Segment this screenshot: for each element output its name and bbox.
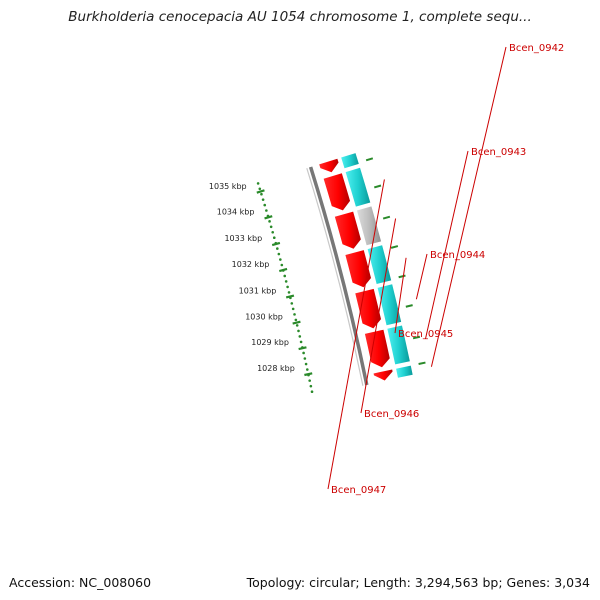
outer-tick bbox=[373, 184, 382, 189]
ruler-dot bbox=[260, 192, 263, 196]
gene-label[interactable]: Bcen_0945 bbox=[398, 329, 453, 340]
forward-gene-arrow[interactable] bbox=[373, 369, 393, 381]
ruler-ticks: 1028 kbp 1029 kbp 1030 kbp 1031 kbp 1032 kbp… bbox=[209, 157, 426, 377]
ruler-dot bbox=[268, 220, 271, 223]
ruler-tick-label: 1030 kbp bbox=[245, 313, 283, 322]
map-title: Burkholderia cenocepacia AU 1054 chromos… bbox=[68, 9, 532, 25]
feature-track bbox=[319, 153, 413, 381]
ruler-dot bbox=[277, 252, 281, 256]
ruler-tick-label: 1029 kbp bbox=[251, 338, 289, 347]
backbone-line bbox=[308, 166, 369, 386]
ruler-tick bbox=[279, 267, 288, 273]
reverse-gene-block[interactable] bbox=[396, 365, 413, 378]
gene-labels: Bcen_0942 Bcen_0943 Bcen_0944 Bcen_0945 Bcen… bbox=[327, 43, 564, 496]
ruler-dot bbox=[308, 379, 311, 382]
label-leader-line bbox=[394, 257, 407, 334]
ruler-dot bbox=[306, 368, 309, 371]
backbone-ring bbox=[306, 166, 369, 386]
outer-tick bbox=[382, 215, 391, 220]
forward-gene-arrow[interactable] bbox=[323, 173, 351, 211]
label-leader-line bbox=[327, 179, 385, 490]
outer-tick bbox=[398, 274, 406, 279]
ruler-tick bbox=[304, 372, 313, 377]
reverse-gene-block[interactable] bbox=[377, 284, 402, 326]
accession-label: Accession: bbox=[9, 575, 76, 590]
ruler-dot bbox=[297, 329, 300, 333]
ruler-dot bbox=[276, 247, 279, 250]
outer-tick bbox=[390, 245, 399, 249]
label-leader-line bbox=[415, 253, 428, 300]
ruler-dot bbox=[263, 203, 267, 207]
ruler-dot bbox=[279, 258, 282, 261]
ruler-dot bbox=[298, 335, 302, 338]
forward-gene-arrow[interactable] bbox=[319, 158, 339, 173]
gene-label[interactable]: Bcen_0947 bbox=[331, 485, 386, 496]
ruler-dot bbox=[261, 198, 265, 201]
ruler-dot bbox=[256, 182, 260, 185]
accession-text: Accession: NC_008060 bbox=[9, 575, 151, 590]
ruler-dot bbox=[283, 274, 287, 278]
ruler-dot bbox=[287, 291, 291, 294]
forward-gene-arrow[interactable] bbox=[355, 288, 382, 329]
reverse-gene-block[interactable] bbox=[387, 325, 410, 365]
ruler-dot bbox=[271, 230, 275, 234]
ruler-tick bbox=[298, 346, 307, 351]
gene-label[interactable]: Bcen_0944 bbox=[430, 250, 485, 261]
reverse-gene-block[interactable] bbox=[356, 206, 382, 246]
ruler-dot bbox=[265, 209, 268, 212]
reverse-gene-block[interactable] bbox=[341, 153, 359, 169]
ruler-dot bbox=[310, 390, 314, 394]
ruler-dot bbox=[286, 285, 289, 289]
ruler-tick-label: 1032 kbp bbox=[232, 260, 270, 269]
label-leader-line bbox=[430, 46, 507, 367]
ruler-dot bbox=[302, 351, 305, 355]
ruler-dot bbox=[258, 187, 262, 191]
forward-gene-arrow[interactable] bbox=[364, 329, 390, 368]
ruler-dot bbox=[293, 313, 296, 316]
ruler-dot bbox=[303, 357, 307, 360]
outer-tick bbox=[412, 335, 421, 340]
label-leader-line bbox=[360, 218, 397, 414]
outer-tick bbox=[418, 361, 426, 365]
ruler-dot bbox=[284, 280, 288, 283]
reverse-gene-block[interactable] bbox=[345, 167, 371, 207]
ruler-tick-label: 1035 kbp bbox=[209, 182, 247, 191]
ruler-tick bbox=[256, 189, 265, 194]
backbone-shadow bbox=[306, 168, 364, 386]
ruler-tick bbox=[271, 241, 281, 247]
ruler-tick-label: 1031 kbp bbox=[239, 287, 277, 296]
ruler-dot bbox=[280, 263, 284, 267]
ruler-tick bbox=[285, 294, 295, 299]
ruler-tick bbox=[292, 320, 301, 325]
ruler-dot bbox=[294, 318, 298, 322]
ruler-dot bbox=[291, 307, 295, 311]
ruler-tick-label: 1034 kbp bbox=[217, 208, 255, 217]
ruler-dot bbox=[304, 362, 308, 366]
gene-label[interactable]: Bcen_0942 bbox=[509, 43, 564, 54]
ruler-tick bbox=[264, 215, 273, 220]
forward-gene-arrow[interactable] bbox=[345, 250, 371, 288]
accession-value: NC_008060 bbox=[79, 575, 152, 590]
ruler-dot bbox=[309, 384, 313, 388]
gene-label[interactable]: Bcen_0943 bbox=[471, 147, 526, 158]
ruler-dot bbox=[272, 236, 276, 239]
outer-tick bbox=[405, 304, 413, 308]
ruler-dot bbox=[269, 225, 273, 229]
topology-text: Topology: circular; Length: 3,294,563 bp… bbox=[246, 575, 590, 590]
ruler-dot bbox=[299, 340, 303, 344]
ruler-dot bbox=[295, 324, 299, 327]
label-leader-line bbox=[424, 150, 469, 339]
ruler-tick-label: 1028 kbp bbox=[257, 364, 295, 373]
forward-gene-arrow[interactable] bbox=[334, 211, 361, 249]
gene-label[interactable]: Bcen_0946 bbox=[364, 409, 419, 420]
outer-tick bbox=[365, 157, 374, 162]
ruler-tick-label: 1033 kbp bbox=[224, 234, 262, 243]
ruler-dot bbox=[290, 302, 294, 305]
